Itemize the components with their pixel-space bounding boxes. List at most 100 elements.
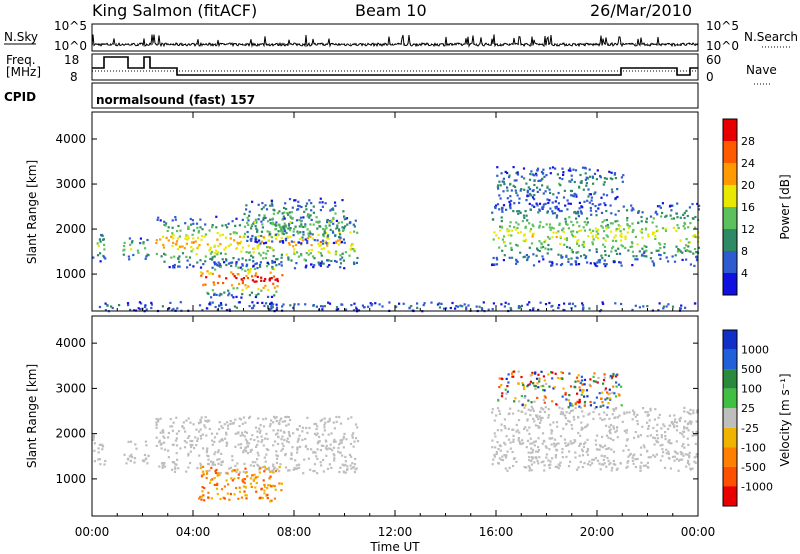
- velocity-cell: [342, 446, 345, 449]
- velocity-cell: [569, 440, 572, 443]
- velocity-cell: [587, 413, 590, 416]
- velocity-cell: [520, 375, 523, 379]
- power-cell: [190, 241, 194, 244]
- velocity-cell: [608, 425, 611, 428]
- velocity-cell: [645, 450, 649, 453]
- power-cell: [208, 301, 212, 304]
- power-cell: [220, 293, 223, 296]
- power-cell: [192, 248, 195, 251]
- power-cell: [326, 219, 329, 222]
- power-cell: [562, 230, 565, 234]
- velocity-cell: [276, 454, 279, 458]
- power-cell: [223, 291, 226, 294]
- power-cell: [215, 249, 218, 252]
- velocity-cell: [234, 432, 237, 435]
- velocity-cell: [242, 470, 245, 473]
- velocity-cell: [265, 432, 268, 435]
- velocity-cell: [677, 459, 680, 462]
- power-cell: [298, 205, 301, 208]
- velocity-cell: [273, 466, 276, 469]
- velocity-cell: [263, 456, 266, 459]
- velocity-cell: [649, 456, 652, 459]
- power-cell: [410, 305, 413, 308]
- power-cell: [658, 253, 661, 256]
- velocity-cell: [313, 469, 316, 473]
- power-cell: [292, 240, 296, 244]
- power-cell: [304, 303, 307, 306]
- y-tick-label: 4000: [55, 336, 86, 350]
- power-cell: [238, 282, 241, 285]
- power-cell: [554, 207, 557, 210]
- velocity-cell: [281, 420, 284, 423]
- velocity-cell: [189, 443, 192, 446]
- velocity-cell: [609, 462, 612, 465]
- power-cell: [595, 235, 598, 239]
- velocity-cell: [320, 464, 323, 467]
- power-colorbar-tick: 8: [741, 245, 748, 258]
- power-cell: [539, 301, 542, 304]
- velocity-cell: [646, 421, 649, 424]
- power-cell: [569, 202, 572, 205]
- power-cell: [645, 245, 648, 248]
- velocity-cell: [636, 457, 639, 461]
- velocity-cell: [569, 404, 572, 407]
- velocity-cell: [615, 373, 618, 377]
- velocity-cell: [578, 380, 581, 383]
- velocity-cell: [228, 467, 231, 470]
- velocity-cell: [607, 447, 610, 450]
- power-cell: [695, 236, 698, 239]
- velocity-cell: [565, 455, 568, 458]
- power-cell: [267, 239, 271, 242]
- velocity-cell: [344, 471, 347, 474]
- velocity-cell: [528, 426, 531, 429]
- power-cell: [673, 260, 677, 263]
- power-cell: [526, 189, 529, 192]
- power-cell: [246, 235, 249, 238]
- power-cell: [256, 241, 259, 244]
- velocity-cell: [221, 426, 224, 429]
- velocity-cell: [668, 439, 671, 442]
- velocity-cell: [287, 469, 290, 472]
- power-cell: [506, 197, 509, 200]
- power-cell: [639, 229, 642, 232]
- power-cell: [529, 173, 532, 176]
- velocity-cell: [204, 416, 207, 419]
- velocity-cell: [333, 454, 336, 457]
- velocity-cell: [537, 448, 540, 452]
- velocity-cell: [249, 449, 252, 452]
- power-cell: [643, 244, 646, 248]
- velocity-cell: [562, 387, 565, 390]
- velocity-cell: [265, 453, 268, 456]
- velocity-cell: [530, 469, 533, 472]
- power-cell: [640, 231, 643, 234]
- velocity-cell: [525, 466, 528, 469]
- power-cell: [634, 304, 637, 307]
- velocity-cell: [543, 401, 546, 404]
- power-cell: [576, 256, 579, 260]
- velocity-cell: [598, 448, 601, 451]
- velocity-cell: [589, 464, 592, 467]
- power-cell: [275, 308, 278, 311]
- velocity-cell: [584, 441, 587, 444]
- velocity-cell: [244, 421, 247, 424]
- velocity-cell: [653, 418, 656, 421]
- power-cell: [264, 216, 267, 220]
- velocity-cell: [325, 444, 328, 447]
- power-cell: [536, 167, 540, 170]
- power-cell: [266, 249, 269, 252]
- power-cell: [268, 279, 271, 282]
- power-cell: [551, 212, 555, 215]
- power-cell: [198, 244, 201, 247]
- power-cell: [315, 305, 318, 308]
- power-cell: [262, 206, 265, 209]
- power-cell: [281, 274, 284, 277]
- power-cell: [171, 226, 174, 229]
- power-cell: [584, 172, 587, 175]
- power-cell: [524, 210, 527, 213]
- velocity-cell: [646, 435, 649, 438]
- velocity-cell: [547, 373, 550, 376]
- power-cell: [226, 226, 229, 229]
- velocity-cell: [531, 448, 534, 452]
- power-cell: [331, 219, 334, 222]
- power-cell: [599, 174, 602, 178]
